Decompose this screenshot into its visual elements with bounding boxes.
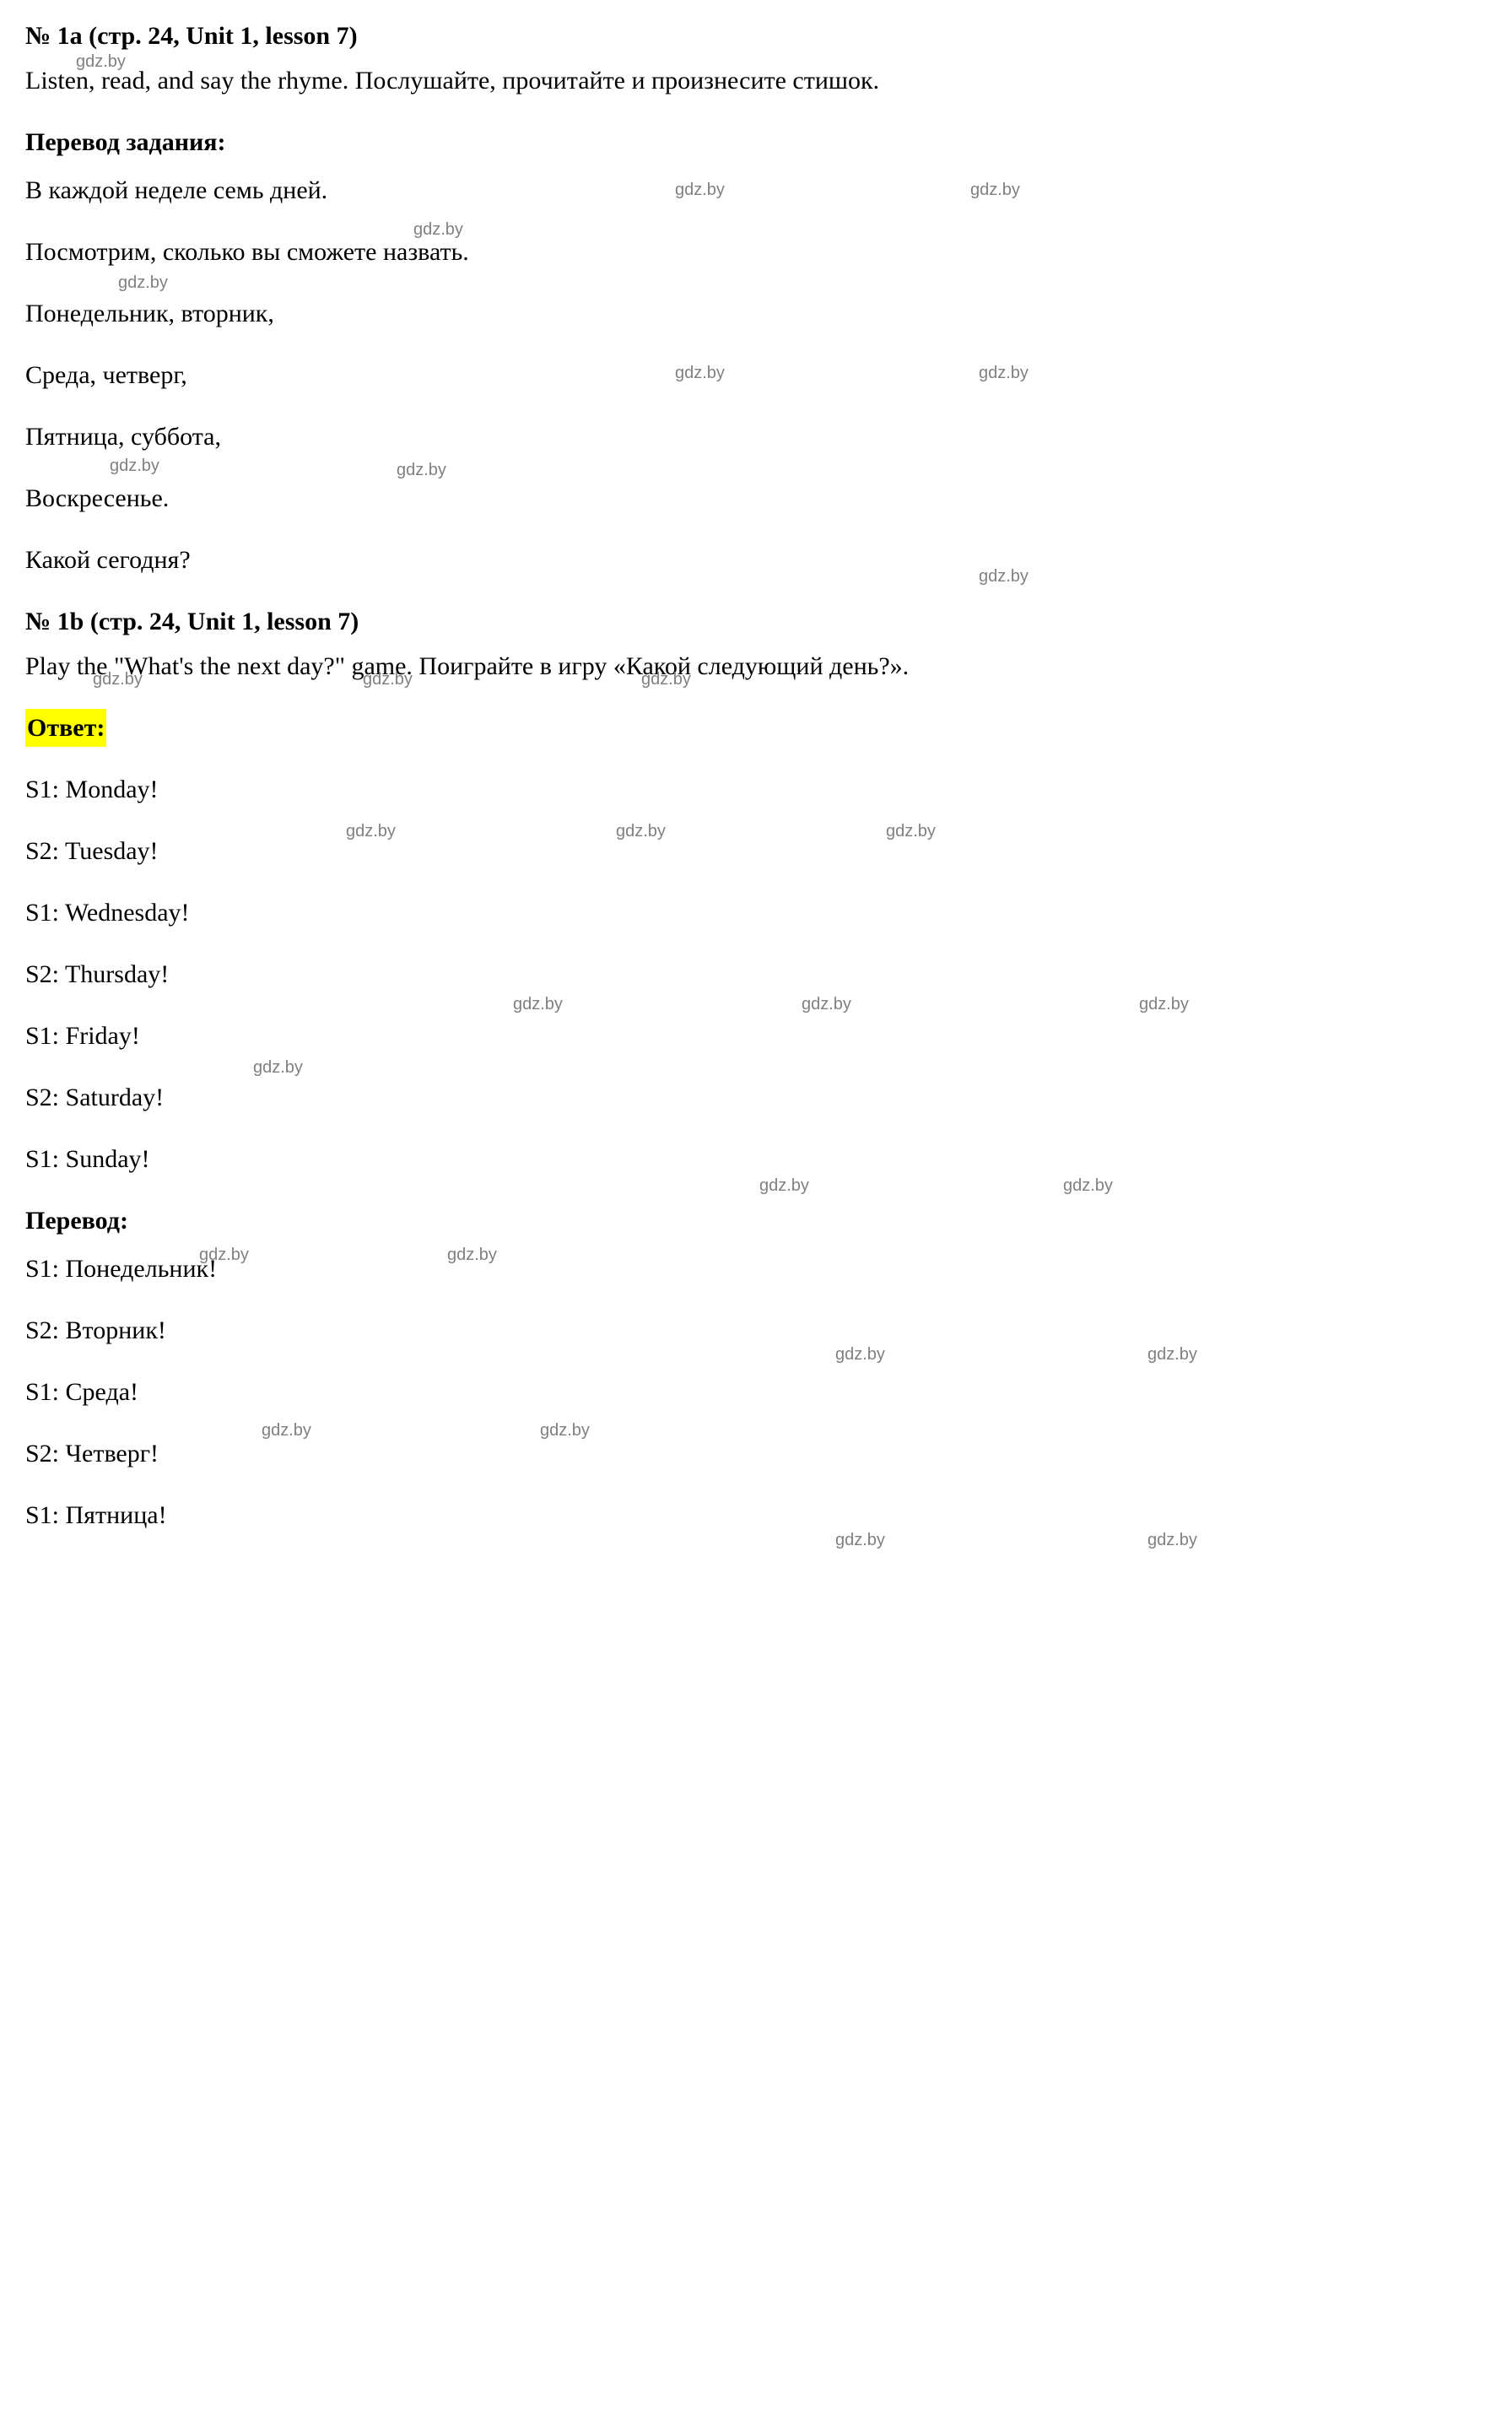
translation-label-2: Перевод: (25, 1202, 1487, 1240)
translation-line: Какой сегодня? (25, 541, 1487, 579)
heading-1b: № 1b (стр. 24, Unit 1, lesson 7) (25, 603, 1487, 641)
answer-line: S2: Saturday! (25, 1078, 1487, 1116)
watermark-text: gdz.by (1139, 992, 1189, 1017)
translation-line: Среда, четверг, (25, 356, 1487, 394)
translation-heading: Перевод задания: (25, 123, 1487, 161)
watermark-text: gdz.by (253, 1055, 303, 1080)
intro-1a: Listen, read, and say the rhyme. Послуша… (25, 62, 1487, 100)
translation-line-2: S1: Среда! (25, 1373, 1487, 1411)
answer-line: S1: Friday! (25, 1017, 1487, 1055)
intro-1b: Play the "What's the next day?" game. По… (25, 647, 1487, 685)
answer-line: S2: Tuesday! (25, 832, 1487, 870)
watermark-text: gdz.by (802, 992, 851, 1017)
translation-line-2: S2: Четверг! (25, 1435, 1487, 1473)
heading-1a: № 1a (стр. 24, Unit 1, lesson 7) (25, 17, 1487, 55)
answer-label-wrapper: Ответ: (25, 709, 1487, 747)
translation-line-2: S1: Пятница! (25, 1496, 1487, 1534)
watermark-text: gdz.by (513, 992, 563, 1017)
translation-line: Посмотрим, сколько вы сможете назвать. (25, 233, 1487, 271)
answer-line: S1: Monday! (25, 770, 1487, 808)
answer-line: S1: Wednesday! (25, 894, 1487, 932)
document-content: № 1a (стр. 24, Unit 1, lesson 7) Listen,… (25, 17, 1487, 1534)
translation-line: Понедельник, вторник, (25, 295, 1487, 332)
translation-line: В каждой неделе семь дней. (25, 171, 1487, 209)
translation-line-2: S1: Понедельник! (25, 1250, 1487, 1288)
watermark-text: gdz.by (118, 270, 168, 295)
answer-line: S1: Sunday! (25, 1140, 1487, 1178)
watermark-text: gdz.by (110, 453, 159, 478)
answer-line: S2: Thursday! (25, 955, 1487, 993)
answer-label: Ответ: (25, 709, 106, 747)
translation-line: Пятница, суббота, (25, 418, 1487, 456)
translation-line-2: S2: Вторник! (25, 1311, 1487, 1349)
translation-line: Воскресенье. (25, 479, 1487, 517)
